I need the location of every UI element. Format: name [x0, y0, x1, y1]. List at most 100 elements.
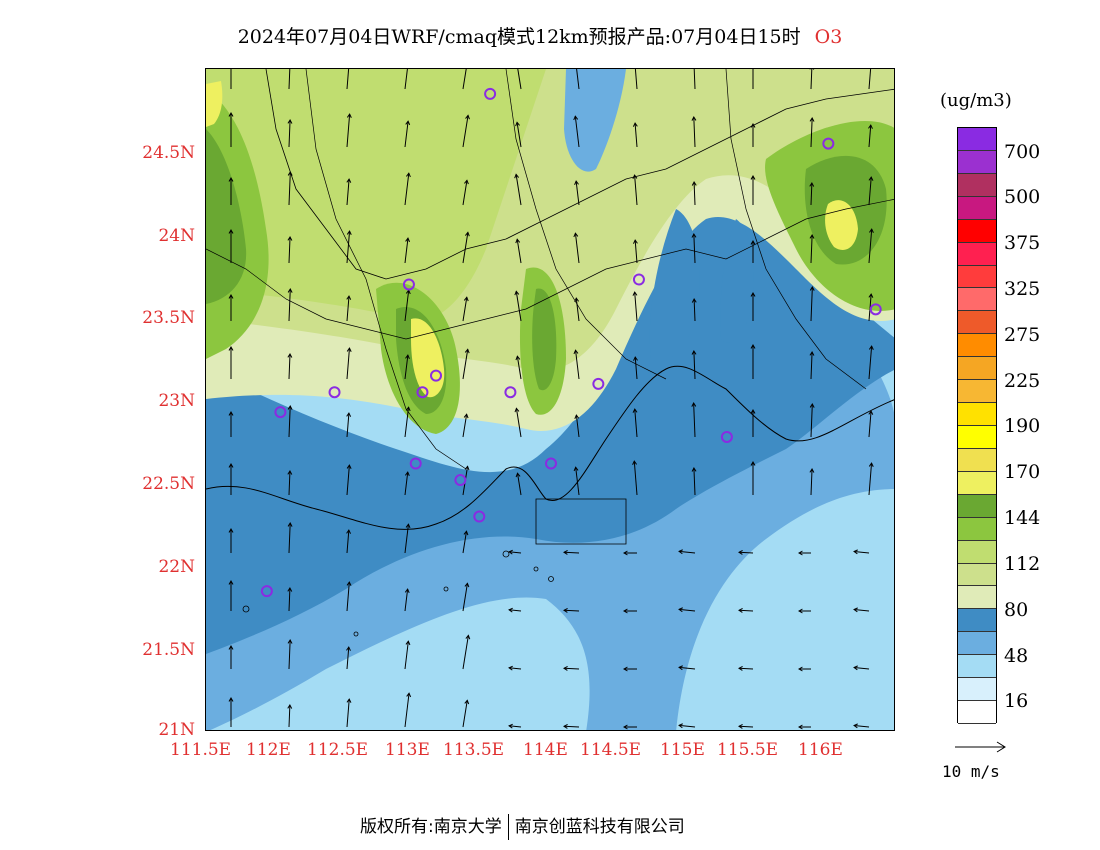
wind-arrow-head	[678, 549, 683, 555]
wind-arrow	[288, 640, 291, 670]
wind-arrow	[288, 289, 291, 322]
wind-arrow-head	[404, 471, 410, 477]
x-tick-label: 116E	[798, 740, 843, 760]
wind-arrow	[738, 551, 754, 554]
colorbar-swatch	[958, 563, 996, 587]
wind-arrow-head	[809, 117, 815, 122]
colorbar-swatch	[958, 128, 996, 151]
wind-arrow	[634, 69, 638, 90]
colorbar-swatch	[958, 265, 996, 289]
station-marker	[504, 386, 517, 399]
wind-arrow	[346, 179, 350, 206]
wind-arrow	[634, 123, 638, 148]
colorbar-swatch	[958, 448, 996, 472]
wind-arrow-head	[868, 462, 874, 467]
colorbar-swatch	[958, 609, 996, 633]
wind-arrow	[693, 181, 696, 206]
wind-arrow-head	[346, 347, 352, 352]
blue-tongue-3	[720, 219, 754, 343]
wind-arrow-head	[515, 355, 521, 361]
colorbar-label: 700	[1004, 141, 1041, 163]
wind-arrow-head	[691, 467, 697, 472]
wind-arrow-head	[563, 723, 568, 729]
wind-arrow	[346, 296, 350, 322]
wind-arrow-head	[346, 698, 352, 703]
wind-arrow	[346, 413, 350, 438]
wind-arrow	[574, 116, 580, 148]
wind-arrow-head	[853, 549, 858, 555]
colorbar-label: 500	[1004, 186, 1041, 208]
wind-arrow-head	[574, 297, 580, 303]
wind-arrow-head	[346, 230, 352, 235]
wind-arrow	[575, 298, 580, 322]
wind-arrow-head	[738, 608, 743, 613]
y-tick-label: 24.5N	[142, 143, 195, 163]
wind-arrow	[288, 470, 291, 496]
x-tick-label: 111.5E	[170, 740, 232, 760]
island	[548, 576, 554, 582]
wind-arrow-head	[750, 239, 756, 245]
yellow-blob-nw	[206, 81, 223, 127]
wind-arrow-head	[405, 523, 411, 529]
wind-arrow	[854, 725, 870, 728]
wind-arrow	[404, 407, 410, 438]
colorbar	[957, 127, 997, 724]
wind-arrow	[634, 357, 638, 380]
colorbar-label: 48	[1004, 645, 1029, 667]
wind-arrow-head	[868, 345, 874, 350]
wind-arrow-head	[463, 530, 469, 536]
wind-arrow-head	[508, 723, 513, 729]
wind-arrow	[404, 69, 408, 90]
wind-arrow-head	[464, 348, 470, 354]
wind-arrow-head	[287, 353, 293, 358]
wind-arrow	[462, 349, 469, 380]
colorbar-label: 275	[1004, 324, 1041, 346]
wind-arrow	[810, 469, 813, 496]
wind-arrow-head	[405, 406, 411, 412]
station-marker	[869, 303, 882, 316]
wind-arrow	[738, 667, 754, 670]
wind-arrow	[679, 666, 696, 670]
y-tick-label: 23.5N	[142, 308, 195, 328]
wind-arrow-head	[508, 549, 513, 555]
station-marker	[592, 377, 605, 390]
wind-arrow-head	[632, 239, 638, 244]
wind-arrow-head	[346, 529, 352, 534]
colorbar-label: 16	[1004, 690, 1029, 712]
wind-arrow	[404, 589, 409, 612]
wind-arrow-head	[346, 464, 352, 469]
island	[242, 605, 250, 613]
county-border-3	[505, 69, 667, 380]
green-blob-west-core	[206, 129, 247, 304]
wind-arrow-head	[287, 587, 293, 592]
station-marker	[416, 386, 429, 399]
wind-arrow	[810, 118, 813, 148]
wind-arrow-head	[563, 665, 568, 671]
colorbar-label: 325	[1004, 278, 1041, 300]
wind-arrow-head	[228, 345, 234, 351]
wind-arrow	[404, 693, 410, 728]
green-blob-mid-core	[532, 288, 557, 391]
wind-arrow-head	[809, 468, 815, 473]
wind-arrow	[633, 461, 638, 496]
wind-arrow	[576, 69, 580, 90]
map-canvas	[206, 69, 894, 730]
x-tick-label: 113.5E	[443, 740, 505, 760]
wind-arrow-head	[809, 286, 815, 291]
wind-arrow	[462, 531, 467, 554]
wind-arrow	[693, 298, 696, 322]
wind-arrow	[404, 290, 410, 322]
wind-arrow	[462, 180, 468, 206]
wind-arrow	[575, 181, 580, 206]
wind-arrow	[854, 609, 870, 612]
colorbar-unit: (ug/m3)	[940, 90, 1012, 111]
footer-separator	[507, 814, 509, 840]
colorbar-swatch	[958, 150, 996, 174]
wind-arrow-head	[406, 692, 412, 698]
land-green	[206, 69, 546, 321]
colorbar-label: 225	[1004, 370, 1041, 392]
wind-arrow	[462, 115, 469, 148]
wind-arrow-head	[750, 460, 756, 466]
wind-arrow-head	[868, 124, 873, 129]
colorbar-swatch	[958, 403, 996, 426]
